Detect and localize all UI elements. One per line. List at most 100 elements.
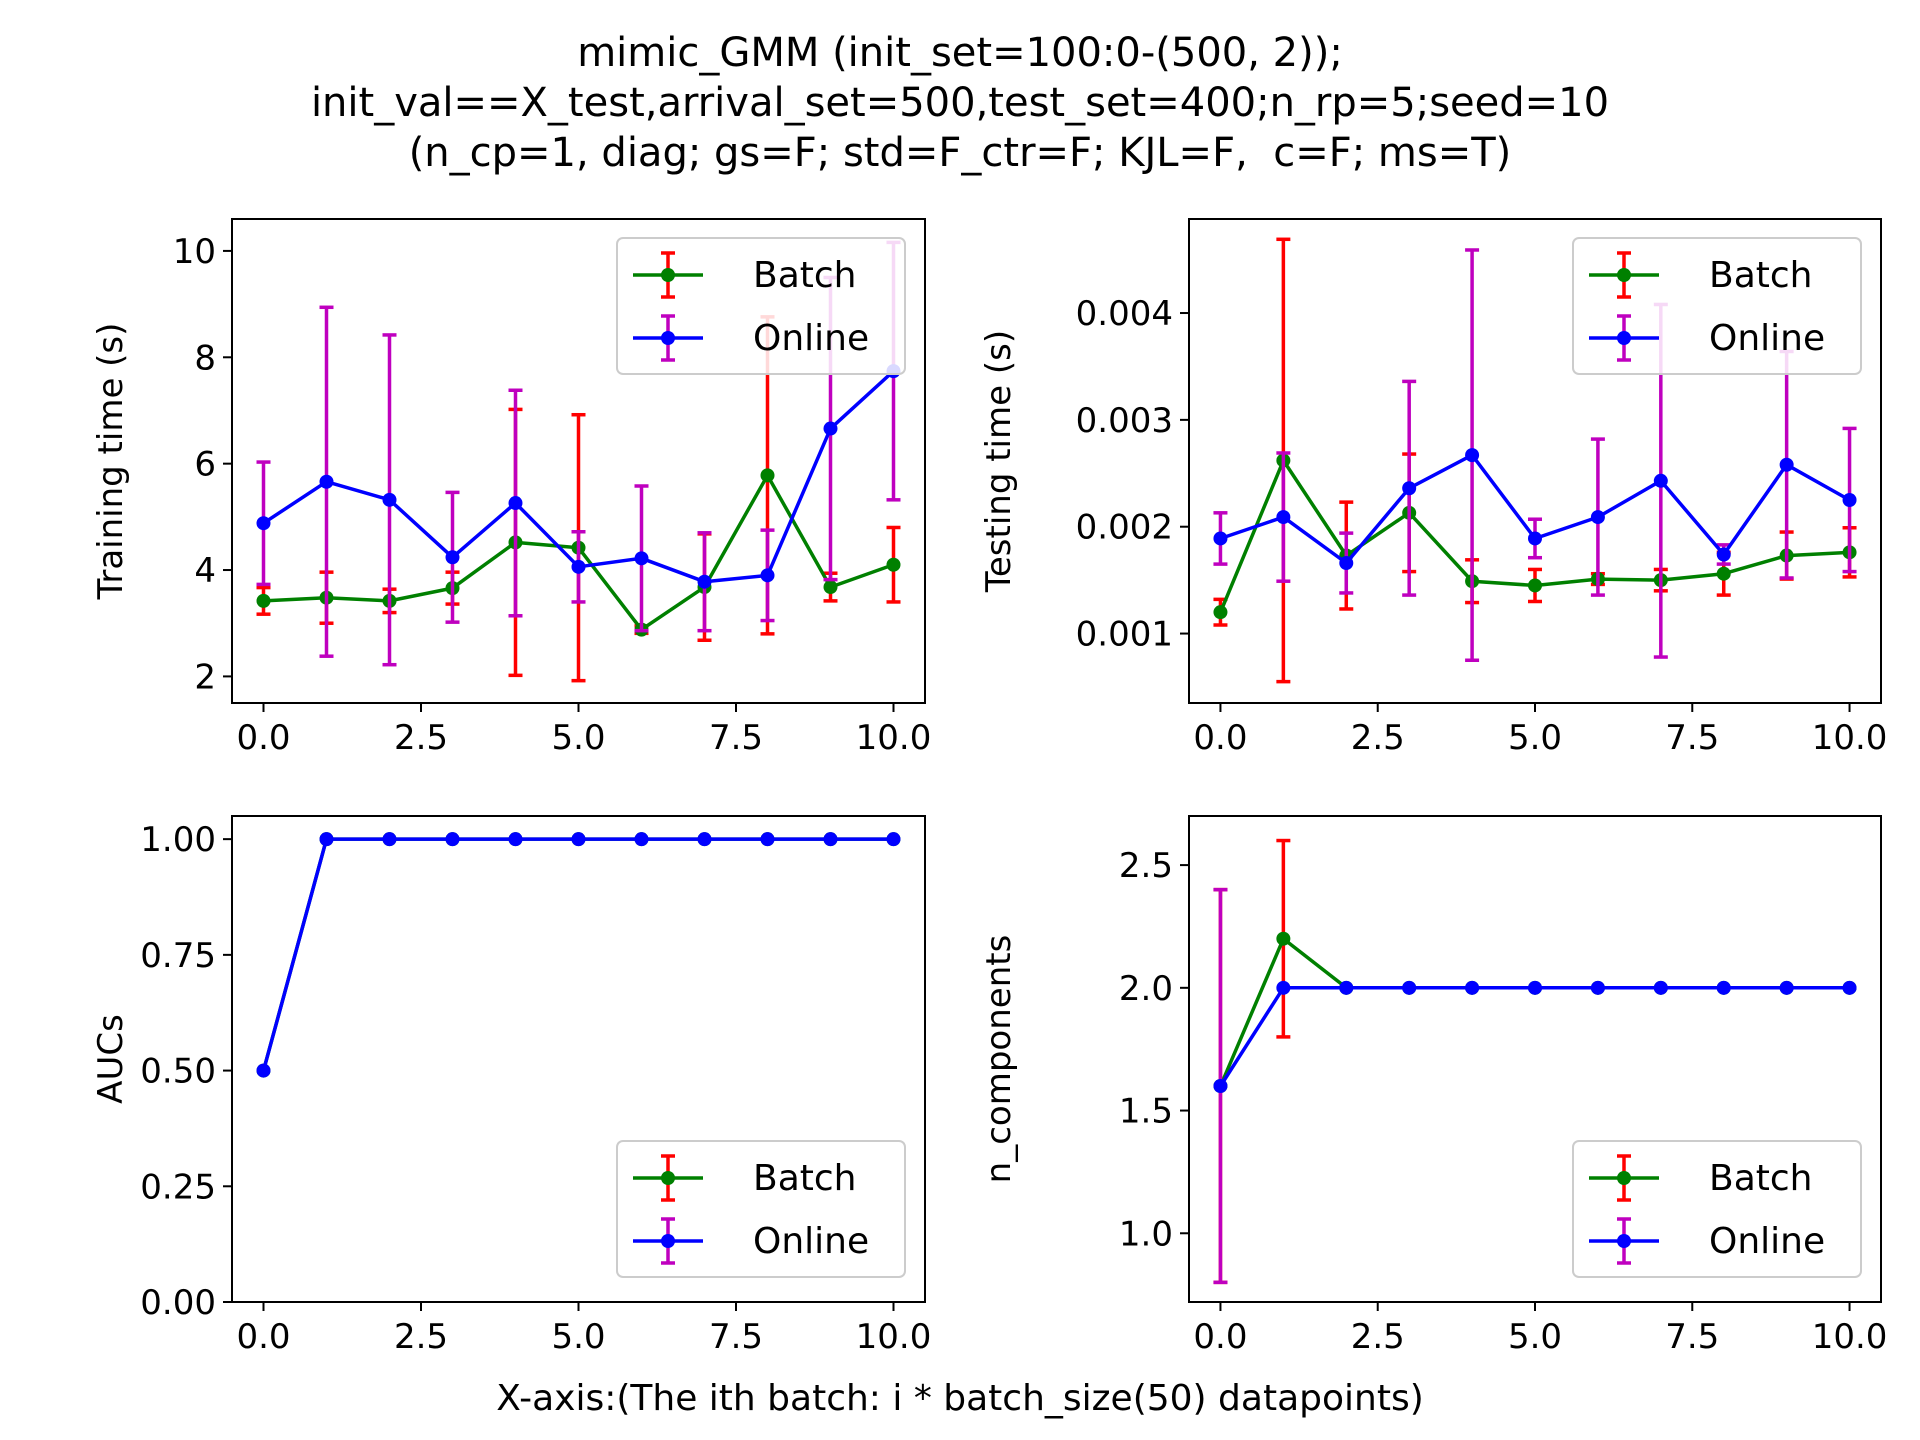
title-line-2: init_val==X_test,arrival_set=500,test_se… (310, 80, 1610, 126)
x-tick-label: 0.0 (1193, 718, 1247, 758)
y-tick-label: 1.5 (1119, 1092, 1173, 1132)
legend-marker (661, 268, 675, 282)
title-line-1: mimic_GMM (init_set=100:0-(500, 2)); (577, 30, 1343, 76)
legend-marker (661, 1171, 675, 1185)
data-point (1465, 448, 1480, 463)
series-line (261, 837, 894, 1072)
legend: Batch Online (1572, 1140, 1862, 1278)
x-tick-label: 10.0 (1812, 718, 1888, 758)
x-tick-label: 10.0 (856, 1317, 932, 1357)
legend: Batch Online (616, 1140, 906, 1278)
y-tick-label: 2.5 (1119, 846, 1173, 886)
y-tick-label: 0.75 (140, 936, 216, 976)
x-axis-label: X-axis:(The ith batch: i * batch_size(50… (496, 1378, 1424, 1419)
data-point (571, 559, 586, 574)
legend-marker (1617, 268, 1631, 282)
data-point (823, 832, 838, 847)
y-tick-label: 0.50 (140, 1052, 216, 1092)
legend-label: Batch (1709, 255, 1812, 296)
data-point (886, 557, 901, 572)
x-tick-label: 5.0 (551, 718, 605, 758)
y-tick-label: 6 (194, 445, 216, 485)
data-point (634, 551, 649, 566)
series-line (1219, 986, 1850, 1087)
data-point (1716, 980, 1731, 995)
series-line (1218, 936, 1850, 1087)
x-tick-label: 10.0 (1812, 1317, 1888, 1357)
data-point (1276, 931, 1291, 946)
data-point (1276, 510, 1291, 525)
data-point (256, 1063, 271, 1078)
legend-label: Online (753, 1221, 869, 1262)
data-point (634, 832, 649, 847)
x-tick-label: 2.5 (394, 1317, 448, 1357)
data-point (1716, 547, 1731, 562)
y-tick-label: 1.00 (140, 820, 216, 860)
y-tick-label: 2 (194, 657, 216, 697)
x-tick-label: 5.0 (1508, 718, 1562, 758)
legend-box (1572, 1140, 1862, 1278)
legend-box (616, 237, 906, 375)
y-tick-label: 0.25 (140, 1167, 216, 1207)
data-point (1528, 578, 1542, 593)
y-tick-label: 8 (194, 338, 216, 378)
legend-label: Batch (753, 255, 856, 296)
y-tick-label: 1.0 (1119, 1214, 1173, 1254)
data-point (1842, 980, 1857, 995)
legend-label: Batch (1709, 1158, 1812, 1199)
data-point (1716, 566, 1731, 581)
chart-panel-4: 0.0 2.5 5.0 7.5 10.0 1.0 1.5 2.0 2.5 n_components… (979, 815, 1888, 1357)
x-tick-label: 7.5 (1665, 718, 1719, 758)
title-line-3: (n_cp=1, diag; gs=F; std=F_ctr=F; KJL=F,… (408, 130, 1512, 176)
x-tick-label: 7.5 (709, 718, 763, 758)
data-point (1213, 1079, 1228, 1093)
data-point (760, 568, 775, 583)
data-point (1339, 980, 1354, 995)
y-tick-label: 2.0 (1119, 969, 1173, 1009)
legend: Batch Online (616, 237, 906, 375)
x-tick-label: 7.5 (709, 1317, 763, 1357)
x-tick-label: 0.0 (236, 718, 290, 758)
series-line (261, 837, 894, 1072)
data-point (382, 492, 397, 507)
x-tick-label: 2.5 (1351, 718, 1405, 758)
data-point (571, 832, 586, 847)
y-axis-label: Training time (s) (91, 323, 131, 601)
data-point (1528, 980, 1542, 995)
data-point (256, 593, 271, 608)
data-point (886, 832, 901, 847)
y-tick-label: 4 (194, 551, 216, 591)
data-point (697, 832, 712, 847)
chart-panel-3: 0.0 2.5 5.0 7.5 10.0 0.00 0.25 0.50 0.75 1.00 AUCs… (91, 815, 932, 1357)
data-point (1213, 605, 1228, 620)
data-point (823, 421, 838, 436)
y-tick-label: 0.001 (1076, 615, 1173, 655)
data-point (1276, 980, 1291, 995)
x-tick-label: 5.0 (1508, 1317, 1562, 1357)
y-tick-label: 0.00 (140, 1283, 216, 1323)
y-tick-label: 10 (173, 232, 216, 272)
data-point (319, 832, 334, 847)
legend-label: Online (753, 318, 869, 359)
data-point (256, 516, 271, 531)
x-tick-label: 2.5 (394, 718, 448, 758)
data-point (1528, 531, 1542, 546)
data-point (823, 580, 838, 595)
data-point (445, 550, 460, 565)
legend-marker (1617, 331, 1631, 345)
x-tick-label: 2.5 (1351, 1317, 1405, 1357)
y-axis-label: AUCs (91, 1014, 131, 1104)
y-axis-label: Testing time (s) (979, 330, 1019, 593)
data-point (1402, 980, 1417, 995)
data-point (697, 574, 712, 589)
series-batch (256, 832, 901, 1078)
data-point (1842, 492, 1857, 507)
data-point (1339, 556, 1354, 571)
legend-box (1572, 237, 1862, 375)
data-point (319, 474, 334, 489)
data-point (508, 496, 523, 511)
series-online (256, 832, 901, 1078)
x-tick-label: 5.0 (551, 1317, 605, 1357)
x-tick-label: 0.0 (1193, 1317, 1247, 1357)
